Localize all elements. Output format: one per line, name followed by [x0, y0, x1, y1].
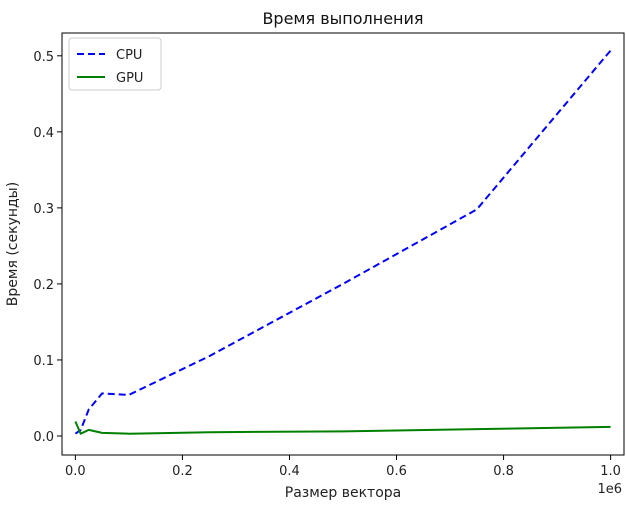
chart-title: Время выполнения	[262, 9, 423, 28]
series-layer	[74, 49, 612, 435]
y-tick-label: 0.3	[33, 202, 54, 217]
series-line-cpu	[74, 49, 612, 435]
x-tick-label: 0.6	[386, 464, 407, 479]
legend-label-gpu: GPU	[116, 71, 143, 86]
y-axis-ticks: 0.0 0.1 0.2 0.3 0.4 0.5	[33, 50, 62, 445]
x-tick-label: 1.0	[600, 464, 621, 479]
legend-box	[68, 37, 162, 91]
x-tick-label: 0.8	[493, 464, 514, 479]
y-tick-label: 0.5	[33, 50, 54, 65]
y-tick-label: 0.2	[33, 278, 54, 293]
x-axis-offset-label: 1e6	[597, 482, 622, 497]
plot-area	[61, 32, 625, 456]
x-tick-label: 0.0	[65, 464, 86, 479]
y-tick-label: 0.1	[33, 354, 54, 369]
x-tick-label: 0.4	[279, 464, 300, 479]
x-axis-label: Размер вектора	[285, 485, 401, 501]
series-line-gpu	[74, 421, 611, 435]
x-tick-label: 0.2	[172, 464, 193, 479]
x-axis-ticks: 0.0 0.2 0.4 0.6 0.8 1.0	[65, 455, 621, 479]
legend-label-cpu: CPU	[116, 48, 142, 63]
y-tick-label: 0.4	[33, 126, 54, 141]
axes-frame	[61, 32, 625, 456]
y-axis-label: Время (секунды)	[5, 182, 21, 306]
legend: CPU GPU	[68, 37, 162, 91]
y-tick-label: 0.0	[33, 430, 54, 445]
